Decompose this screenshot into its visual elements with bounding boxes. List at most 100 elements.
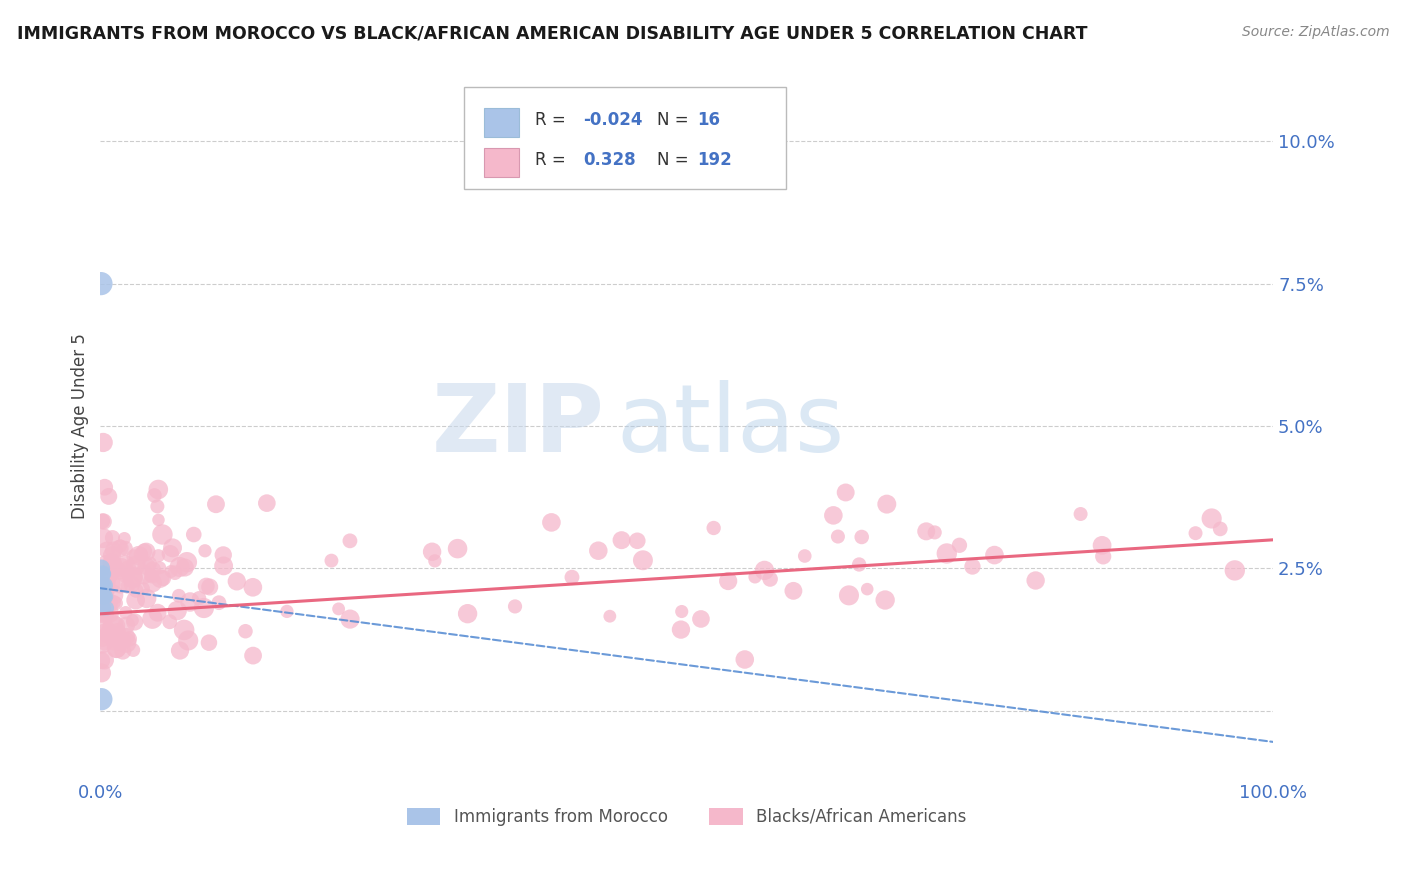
Point bbox=[166, 604, 188, 618]
Point bbox=[198, 580, 221, 594]
Point bbox=[146, 500, 169, 514]
Point bbox=[782, 583, 804, 598]
Point bbox=[112, 532, 135, 546]
Point bbox=[96, 542, 118, 557]
Point bbox=[423, 554, 446, 568]
Point bbox=[101, 617, 124, 632]
Text: N =: N = bbox=[658, 151, 695, 169]
Point bbox=[121, 614, 143, 628]
Point bbox=[134, 544, 156, 558]
Point bbox=[90, 665, 112, 680]
Y-axis label: Disability Age Under 5: Disability Age Under 5 bbox=[72, 333, 89, 519]
Point bbox=[703, 521, 725, 535]
Point bbox=[117, 562, 139, 576]
Point bbox=[851, 530, 873, 544]
Point bbox=[107, 624, 129, 639]
Point bbox=[754, 563, 776, 577]
Point bbox=[838, 588, 860, 602]
Point bbox=[540, 516, 562, 530]
Point bbox=[112, 568, 135, 582]
Point bbox=[446, 541, 468, 556]
Point bbox=[195, 579, 218, 593]
Point bbox=[101, 549, 124, 563]
Point bbox=[626, 533, 648, 548]
Point bbox=[561, 570, 583, 584]
Point bbox=[142, 562, 165, 576]
Point bbox=[671, 605, 693, 619]
Point bbox=[139, 557, 162, 571]
Point bbox=[114, 541, 136, 556]
Point bbox=[146, 606, 169, 620]
Text: IMMIGRANTS FROM MOROCCO VS BLACK/AFRICAN AMERICAN DISABILITY AGE UNDER 5 CORRELA: IMMIGRANTS FROM MOROCCO VS BLACK/AFRICAN… bbox=[17, 25, 1087, 43]
Point bbox=[162, 541, 184, 555]
Point bbox=[177, 633, 200, 648]
Point bbox=[149, 572, 172, 586]
Point bbox=[225, 574, 247, 589]
Point bbox=[1070, 507, 1092, 521]
Point bbox=[143, 488, 166, 502]
Point bbox=[148, 513, 170, 527]
Point bbox=[91, 435, 114, 450]
Point bbox=[242, 580, 264, 594]
Point bbox=[420, 545, 443, 559]
Point bbox=[935, 546, 957, 560]
Point bbox=[97, 620, 120, 634]
Point bbox=[115, 635, 138, 649]
Point bbox=[91, 566, 114, 581]
Point bbox=[103, 629, 125, 643]
Text: 0.328: 0.328 bbox=[583, 151, 636, 169]
FancyBboxPatch shape bbox=[464, 87, 786, 189]
Point bbox=[96, 585, 118, 599]
Point bbox=[141, 612, 163, 626]
Point bbox=[90, 578, 112, 592]
Point bbox=[159, 615, 181, 629]
Point bbox=[93, 590, 115, 604]
Point bbox=[90, 277, 112, 291]
Point bbox=[457, 607, 479, 621]
Point bbox=[256, 496, 278, 510]
Point bbox=[93, 590, 115, 604]
Point bbox=[159, 547, 181, 561]
Point bbox=[205, 497, 228, 511]
Point bbox=[90, 592, 112, 607]
Point bbox=[179, 595, 201, 609]
Point bbox=[103, 560, 125, 574]
Point bbox=[90, 561, 112, 575]
Point bbox=[105, 641, 128, 656]
Point bbox=[94, 580, 117, 594]
Point bbox=[876, 497, 898, 511]
Point bbox=[115, 630, 138, 644]
Point bbox=[105, 641, 128, 656]
Point bbox=[93, 601, 115, 615]
Point bbox=[690, 612, 713, 626]
Point bbox=[198, 635, 221, 649]
Point bbox=[108, 578, 131, 592]
Point bbox=[103, 543, 125, 558]
Point bbox=[276, 604, 298, 618]
Point bbox=[132, 582, 155, 596]
Point bbox=[111, 644, 134, 658]
Point bbox=[875, 593, 897, 607]
Point bbox=[149, 560, 172, 574]
Point bbox=[98, 566, 121, 581]
Point bbox=[98, 606, 121, 620]
Point bbox=[169, 643, 191, 657]
FancyBboxPatch shape bbox=[484, 109, 519, 137]
Point bbox=[1209, 522, 1232, 536]
Point bbox=[97, 490, 120, 504]
Point bbox=[139, 568, 162, 582]
Text: R =: R = bbox=[536, 151, 571, 169]
Point bbox=[101, 564, 124, 578]
Point bbox=[141, 575, 163, 590]
Point bbox=[114, 606, 136, 620]
Point bbox=[93, 634, 115, 648]
Point bbox=[91, 531, 114, 545]
Point bbox=[90, 653, 112, 667]
Point bbox=[91, 578, 114, 592]
Point bbox=[242, 648, 264, 663]
Text: -0.024: -0.024 bbox=[583, 112, 643, 129]
Point bbox=[856, 582, 879, 596]
Text: atlas: atlas bbox=[616, 380, 845, 472]
Point bbox=[193, 601, 215, 615]
Point bbox=[93, 480, 115, 494]
